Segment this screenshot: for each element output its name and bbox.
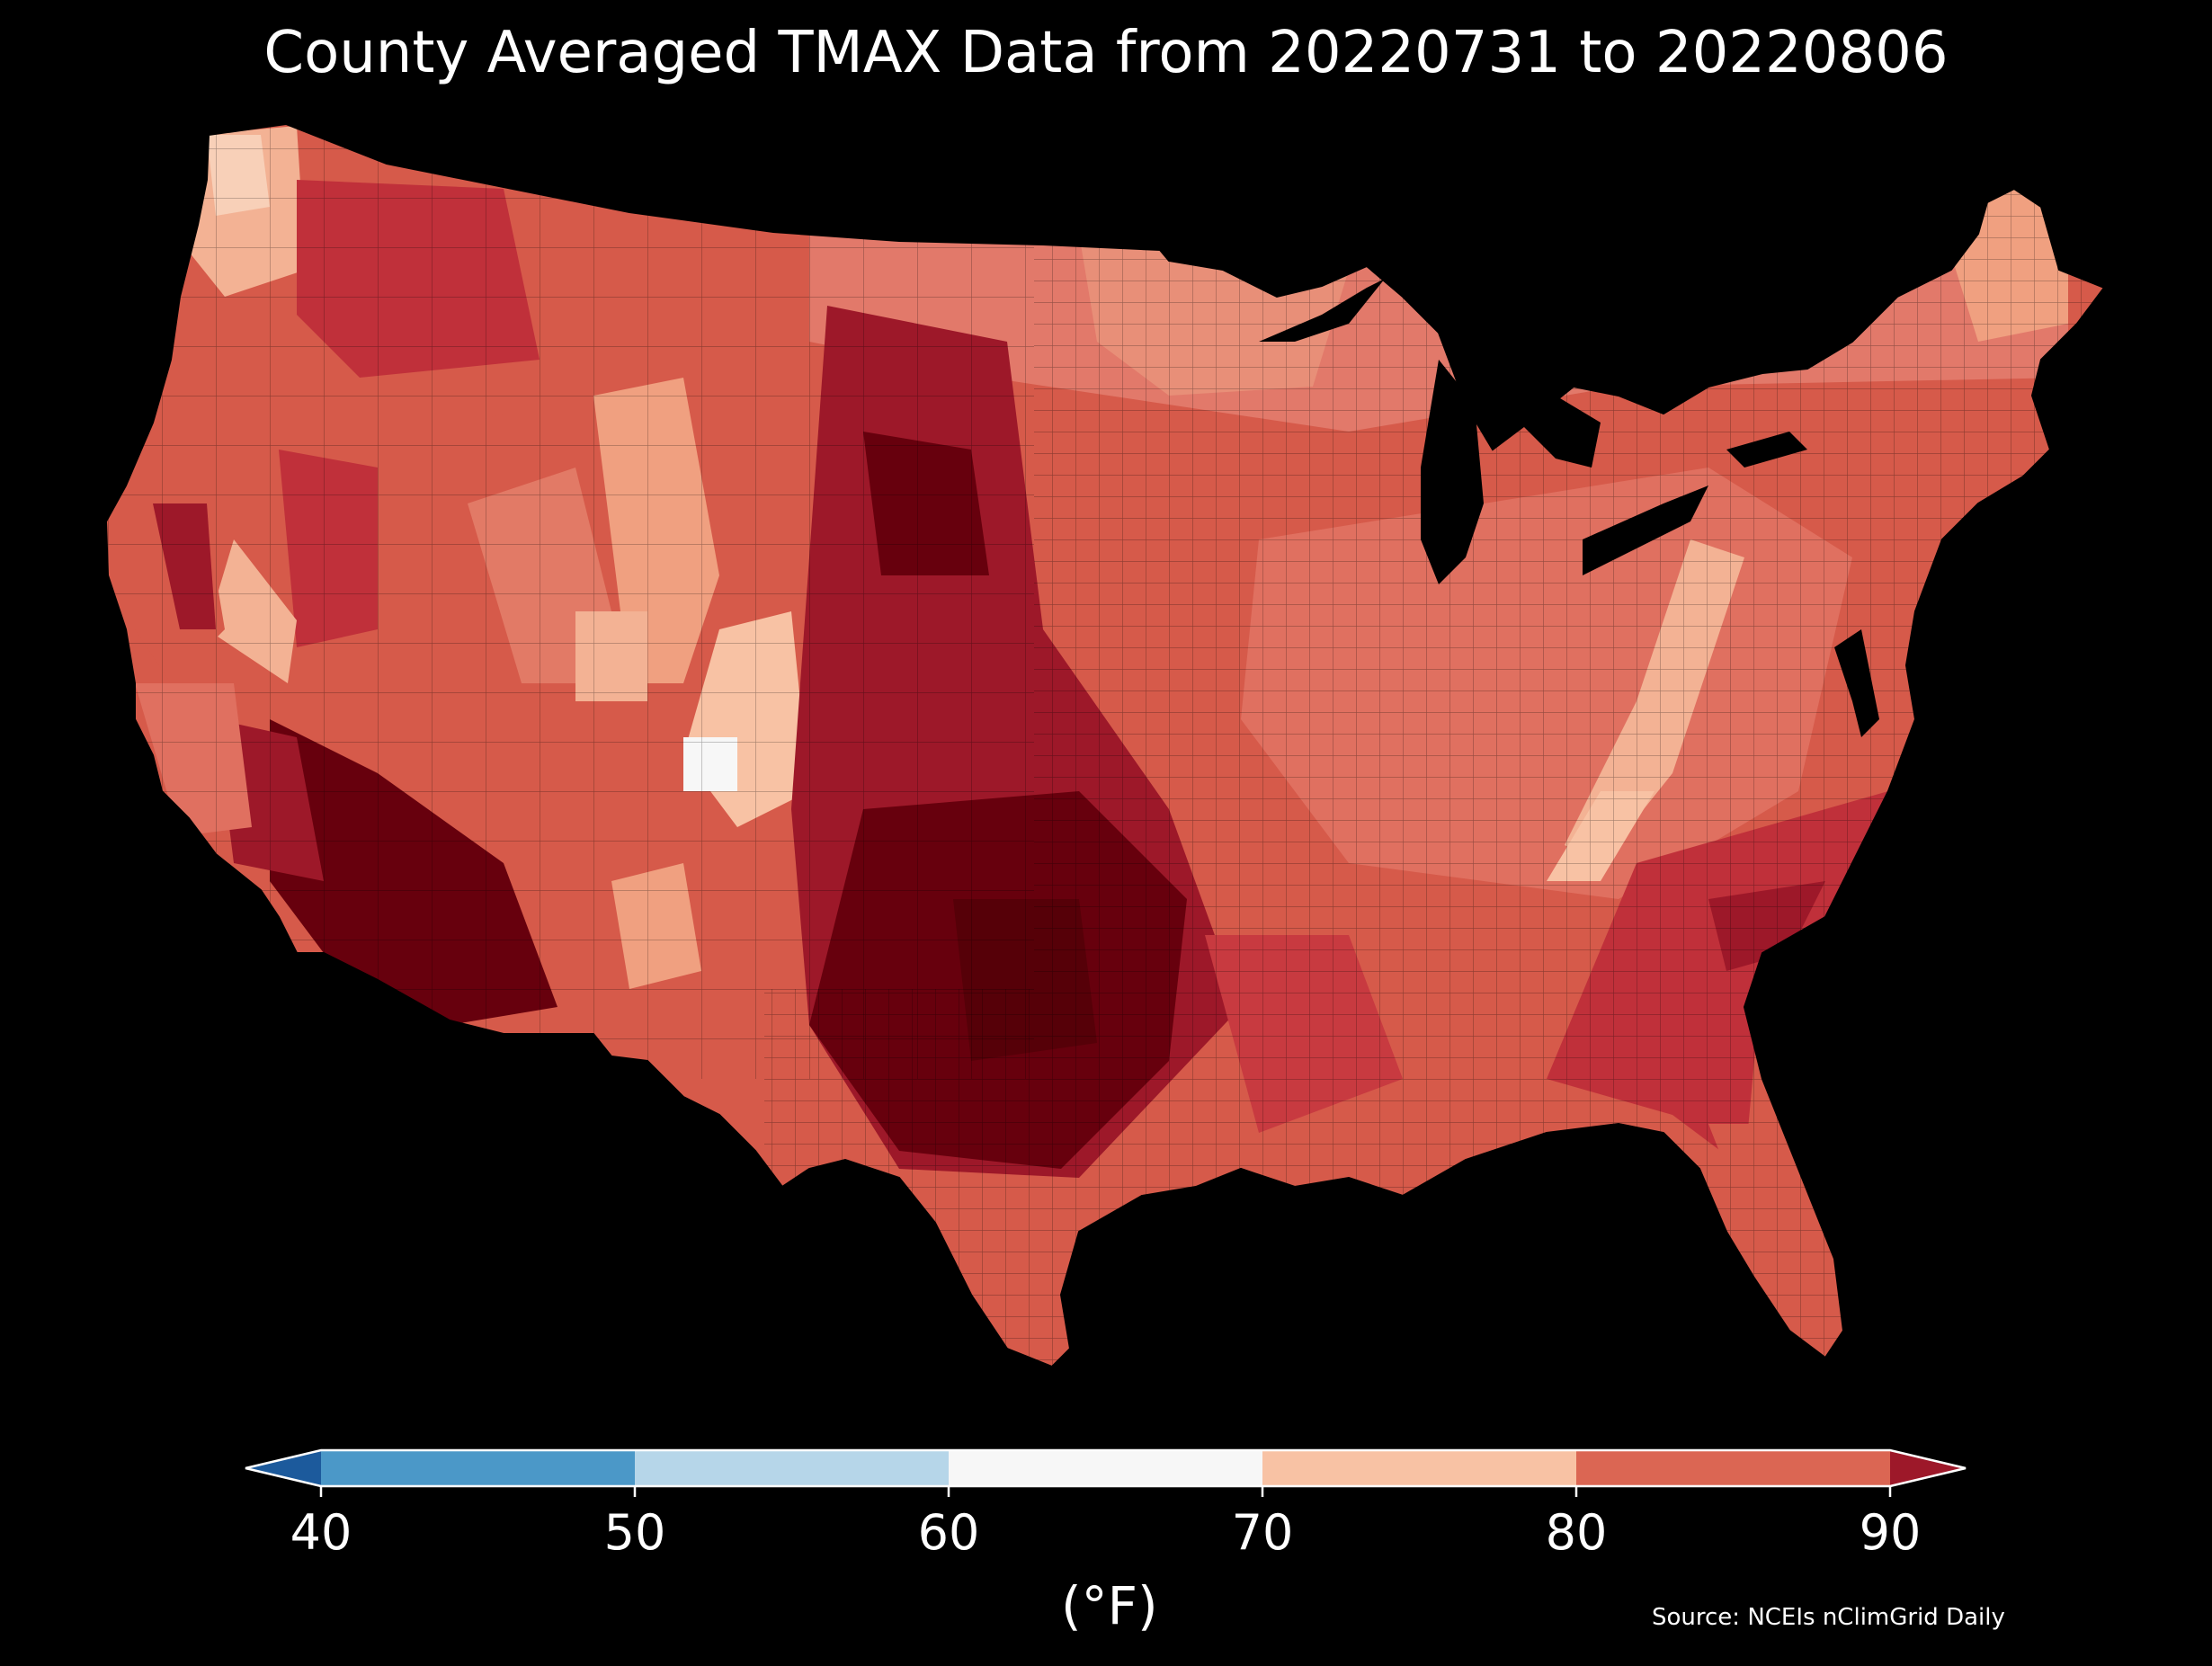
colorbar-tick-label: 80 — [1546, 1504, 1608, 1561]
colorbar-tick-label: 70 — [1232, 1504, 1294, 1561]
colorbar-tick-label: 50 — [604, 1504, 666, 1561]
colorbar-tick-label: 60 — [918, 1504, 980, 1561]
colorbar-bins — [245, 1448, 1967, 1488]
colorbar-bin-4 — [1262, 1450, 1576, 1486]
source-credit: Source: NCEIs nClimGrid Daily — [1652, 1604, 2005, 1631]
great-lakes — [1259, 279, 1807, 584]
colorbar-unit-label: (°F) — [1061, 1575, 1158, 1636]
colorbar-bin-2 — [635, 1450, 949, 1486]
colorbar-bin-6 — [1890, 1450, 1966, 1486]
colorbar-tick-label: 90 — [1860, 1504, 1922, 1561]
colorbar-bin-5 — [1576, 1450, 1890, 1486]
colorbar-ticks: 40 50 60 70 80 90 — [290, 1486, 1922, 1561]
coastline-details — [1834, 629, 1879, 737]
conus-outline — [104, 122, 2106, 1368]
colorbar-bin-3 — [949, 1450, 1262, 1486]
colorbar-tick-label: 40 — [290, 1504, 352, 1561]
colorbar-bin-0 — [245, 1450, 321, 1486]
colorbar-bin-1 — [321, 1450, 635, 1486]
map-title: County Averaged TMAX Data from 20220731 … — [263, 20, 1949, 86]
